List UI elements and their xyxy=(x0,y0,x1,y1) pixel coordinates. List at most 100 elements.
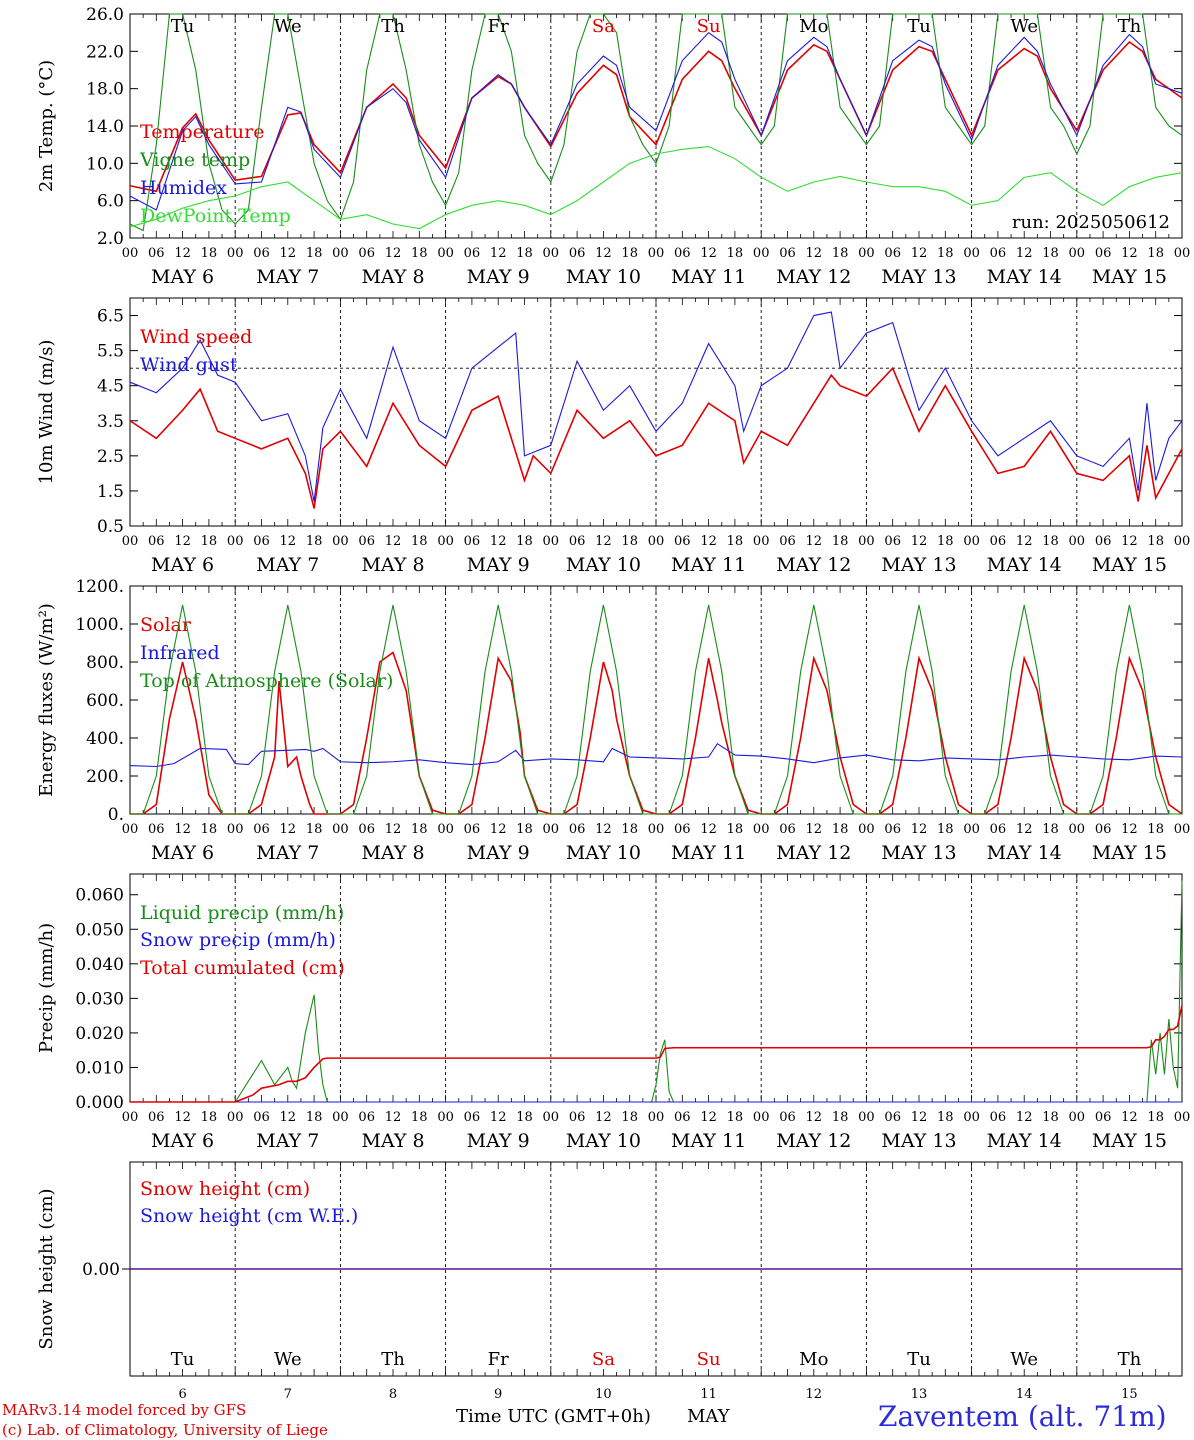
date-label: MAY 11 xyxy=(671,554,746,576)
hour-label: 00 xyxy=(858,246,875,261)
date-label: MAY 7 xyxy=(256,266,319,288)
hour-label: 12 xyxy=(1016,822,1033,837)
hour-label: 00 xyxy=(122,822,139,837)
y-tick-label: 600. xyxy=(86,691,124,711)
weekday-label: Th xyxy=(381,1349,405,1370)
weekday-label: Th xyxy=(1118,16,1142,37)
hour-label: 12 xyxy=(490,246,507,261)
hour-label: 18 xyxy=(727,246,744,261)
date-label: MAY 8 xyxy=(361,1130,424,1152)
y-tick-label: 4.5 xyxy=(97,377,124,397)
legend-entry: Infrared xyxy=(140,642,220,664)
hour-label: 18 xyxy=(516,822,533,837)
y-tick-label: 0.050 xyxy=(75,920,124,940)
hour-label: 06 xyxy=(884,822,901,837)
hour-label: 18 xyxy=(727,534,744,549)
hour-label: 06 xyxy=(148,534,165,549)
hour-label: 00 xyxy=(122,1110,139,1125)
date-label: MAY 10 xyxy=(566,266,641,288)
date-label: MAY 15 xyxy=(1092,1130,1167,1152)
date-label: MAY 12 xyxy=(776,842,851,864)
hour-label: 00 xyxy=(227,534,244,549)
date-label: MAY 9 xyxy=(467,1130,530,1152)
y-tick-label: 6.0 xyxy=(97,192,124,212)
hour-label: 00 xyxy=(963,1110,980,1125)
hour-label: 06 xyxy=(464,1110,481,1125)
legend-entry: Solar xyxy=(140,614,192,636)
hour-label: 06 xyxy=(569,822,586,837)
legend-entry: Wind speed xyxy=(140,326,252,348)
hour-label: 06 xyxy=(569,1110,586,1125)
hour-label: 18 xyxy=(1147,822,1164,837)
weekday-label: Su xyxy=(697,16,721,37)
hour-label: 18 xyxy=(937,1110,954,1125)
date-label: MAY 6 xyxy=(151,842,214,864)
hour-label: 18 xyxy=(411,822,428,837)
hour-label: 00 xyxy=(648,822,665,837)
meteogram-chart: 2.0 6.0 10.0 14.0 18.0 22.0 26.0 2m Temp. (°C) T… xyxy=(36,5,1190,1400)
date-label: MAY 6 xyxy=(151,554,214,576)
hour-label: 00 xyxy=(543,822,560,837)
hour-label: 12 xyxy=(490,1110,507,1125)
hour-label: 00 xyxy=(858,822,875,837)
hour-label: 18 xyxy=(306,1110,323,1125)
series-line-3-2 xyxy=(130,1005,1183,1103)
hour-label: 06 xyxy=(674,822,691,837)
legend-entry: Snow height (cm W.E.) xyxy=(140,1205,358,1227)
weekday-label: Th xyxy=(1118,1349,1142,1370)
series-line-0-2 xyxy=(129,31,1183,211)
hour-label: 18 xyxy=(727,1110,744,1125)
hour-label: 06 xyxy=(1095,246,1112,261)
hour-label: 00 xyxy=(543,1110,560,1125)
hour-label: 06 xyxy=(674,1110,691,1125)
station-name: Zaventem (alt. 71m) xyxy=(878,1400,1167,1433)
hour-label: 18 xyxy=(937,246,954,261)
weekday-label: Tu xyxy=(171,1349,195,1370)
date-label: MAY 6 xyxy=(151,266,214,288)
day-number-label: 14 xyxy=(1016,1387,1033,1400)
hour-label: 06 xyxy=(990,1110,1007,1125)
hour-label: 06 xyxy=(569,534,586,549)
day-number-label: 7 xyxy=(284,1387,292,1400)
hour-label: 00 xyxy=(648,246,665,261)
hour-label: 12 xyxy=(385,822,402,837)
series-line-0-1 xyxy=(129,13,1183,232)
date-label: MAY 9 xyxy=(467,266,530,288)
hour-label: 00 xyxy=(543,246,560,261)
hour-label: 18 xyxy=(937,822,954,837)
date-label: MAY 15 xyxy=(1092,554,1167,576)
legend-entry: Humidex xyxy=(140,177,227,199)
hour-label: 00 xyxy=(122,246,139,261)
hour-label: 00 xyxy=(753,534,770,549)
y-tick-label: 18.0 xyxy=(86,80,124,100)
hour-label: 18 xyxy=(201,246,218,261)
y-tick-label: 200. xyxy=(86,767,124,787)
hour-label: 18 xyxy=(1147,1110,1164,1125)
y-tick-label: 2.5 xyxy=(97,447,124,467)
y-axis-title: 10m Wind (m/s) xyxy=(36,340,57,485)
hour-label: 18 xyxy=(201,534,218,549)
hour-label: 06 xyxy=(990,246,1007,261)
hour-label: 06 xyxy=(358,1110,375,1125)
y-tick-label: 0. xyxy=(108,805,124,825)
day-number-label: 8 xyxy=(389,1387,397,1400)
hour-label: 12 xyxy=(1121,1110,1138,1125)
weekday-label: We xyxy=(1010,1349,1038,1370)
hour-label: 00 xyxy=(332,534,349,549)
hour-label: 06 xyxy=(779,1110,796,1125)
date-label: MAY 9 xyxy=(467,842,530,864)
hour-label: 18 xyxy=(1147,534,1164,549)
y-tick-label: 1200. xyxy=(75,577,124,597)
hour-label: 06 xyxy=(253,1110,270,1125)
hour-label: 18 xyxy=(621,822,638,837)
y-tick-label: 0.020 xyxy=(75,1024,124,1044)
x-axis-title: Time UTC (GMT+0h) xyxy=(456,1406,651,1427)
y-tick-label: 10.0 xyxy=(86,154,124,174)
weekday-label: Sa xyxy=(592,1349,615,1370)
hour-label: 12 xyxy=(911,822,928,837)
hour-label: 06 xyxy=(148,1110,165,1125)
hour-label: 00 xyxy=(753,1110,770,1125)
hour-label: 06 xyxy=(148,246,165,261)
hour-label: 06 xyxy=(884,246,901,261)
date-label: MAY 12 xyxy=(776,554,851,576)
